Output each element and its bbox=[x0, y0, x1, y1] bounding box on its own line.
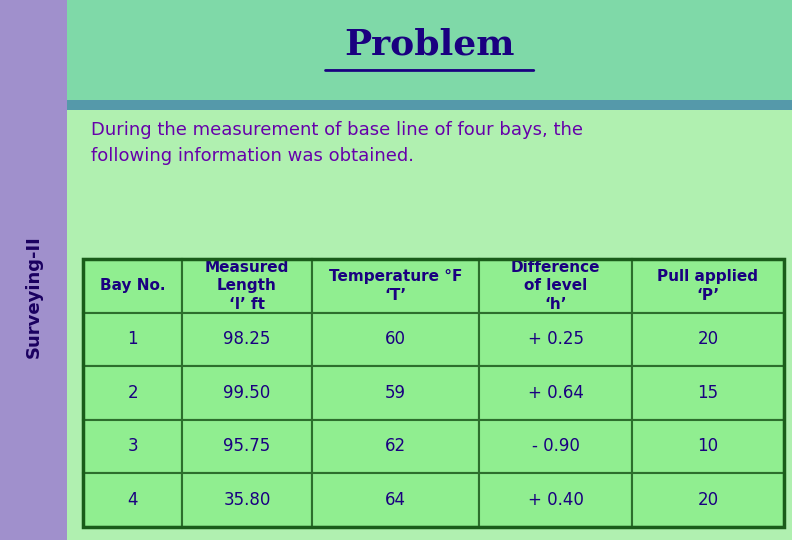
Text: + 0.64: + 0.64 bbox=[527, 384, 584, 402]
Text: + 0.40: + 0.40 bbox=[527, 491, 584, 509]
Bar bbox=[312, 259, 479, 313]
Bar bbox=[479, 420, 632, 473]
Bar bbox=[83, 259, 182, 313]
Text: Bay No.: Bay No. bbox=[100, 279, 166, 293]
Bar bbox=[632, 420, 784, 473]
Text: + 0.25: + 0.25 bbox=[527, 330, 584, 348]
Text: 98.25: 98.25 bbox=[223, 330, 271, 348]
Bar bbox=[479, 313, 632, 366]
Text: Temperature °F
‘T’: Temperature °F ‘T’ bbox=[329, 269, 463, 303]
Text: 1: 1 bbox=[128, 330, 138, 348]
Bar bbox=[83, 259, 784, 526]
Text: 15: 15 bbox=[697, 384, 718, 402]
Bar bbox=[632, 473, 784, 526]
Text: - 0.90: - 0.90 bbox=[531, 437, 580, 455]
Text: 35.80: 35.80 bbox=[223, 491, 271, 509]
Text: 99.50: 99.50 bbox=[223, 384, 271, 402]
Text: 95.75: 95.75 bbox=[223, 437, 271, 455]
Bar bbox=[479, 366, 632, 420]
Bar bbox=[312, 420, 479, 473]
Bar bbox=[182, 313, 312, 366]
Bar bbox=[182, 420, 312, 473]
Text: 3: 3 bbox=[128, 437, 138, 455]
Text: 2: 2 bbox=[128, 384, 138, 402]
Bar bbox=[632, 366, 784, 420]
Text: 20: 20 bbox=[697, 491, 718, 509]
Bar bbox=[632, 259, 784, 313]
Text: 62: 62 bbox=[385, 437, 406, 455]
Bar bbox=[312, 473, 479, 526]
Bar bbox=[83, 313, 182, 366]
Text: Measured
Length
‘l’ ft: Measured Length ‘l’ ft bbox=[205, 260, 289, 312]
Text: Problem: Problem bbox=[345, 28, 515, 62]
Text: Pull applied
‘P’: Pull applied ‘P’ bbox=[657, 269, 759, 303]
Text: 60: 60 bbox=[385, 330, 406, 348]
Text: 64: 64 bbox=[385, 491, 406, 509]
Text: Surveying-II: Surveying-II bbox=[25, 235, 43, 359]
Bar bbox=[83, 473, 182, 526]
Bar bbox=[632, 313, 784, 366]
Bar bbox=[67, 0, 792, 100]
Bar bbox=[83, 420, 182, 473]
Text: Difference
of level
‘h’: Difference of level ‘h’ bbox=[511, 260, 600, 312]
Bar bbox=[182, 366, 312, 420]
Bar bbox=[67, 110, 792, 540]
Bar bbox=[312, 366, 479, 420]
Bar bbox=[182, 473, 312, 526]
Text: 10: 10 bbox=[697, 437, 718, 455]
Bar bbox=[0, 0, 67, 540]
Bar bbox=[182, 259, 312, 313]
Text: 4: 4 bbox=[128, 491, 138, 509]
Text: 59: 59 bbox=[385, 384, 406, 402]
Bar bbox=[479, 473, 632, 526]
Bar bbox=[67, 100, 792, 110]
Bar bbox=[83, 366, 182, 420]
Text: 20: 20 bbox=[697, 330, 718, 348]
Bar bbox=[479, 259, 632, 313]
Text: During the measurement of base line of four bays, the
following information was : During the measurement of base line of f… bbox=[91, 121, 583, 165]
Bar bbox=[312, 313, 479, 366]
